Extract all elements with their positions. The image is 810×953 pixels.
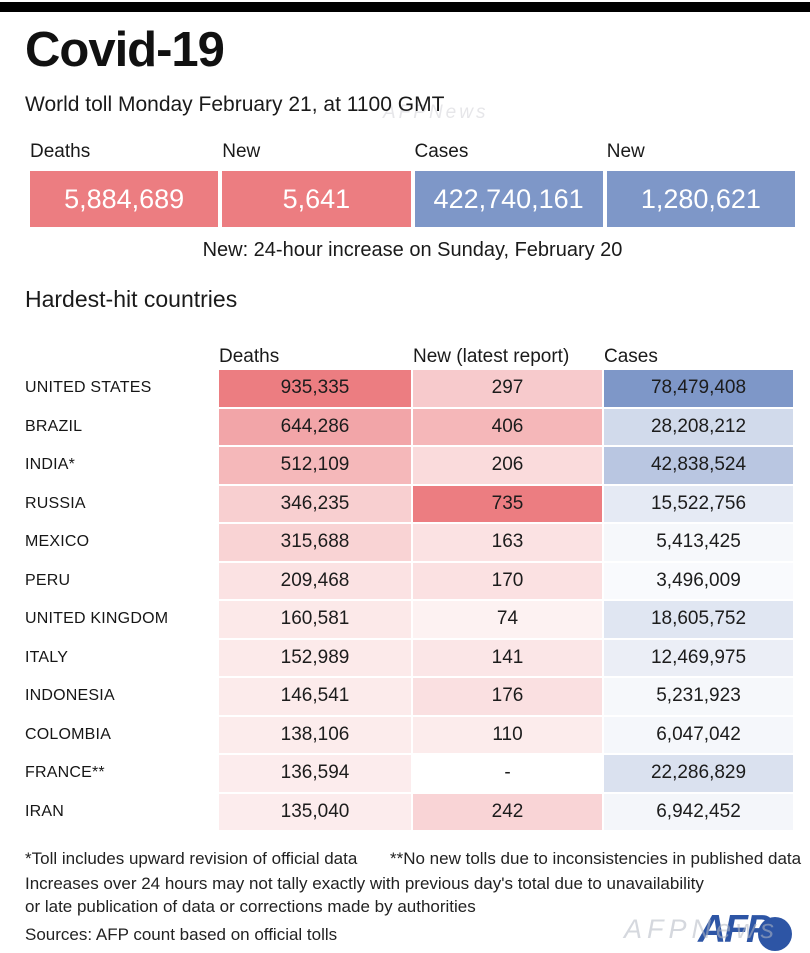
- country-name: FRANCE**: [25, 764, 105, 782]
- deaths-cell: 138,106: [219, 716, 411, 753]
- deaths-cell: 315,688: [219, 524, 411, 561]
- summary-label-new: New: [222, 141, 261, 162]
- summary-value-deaths: 5,884,689: [30, 171, 219, 227]
- summary-value-cases: 422,740,161: [414, 171, 603, 227]
- cases-cell: 78,479,408: [604, 370, 793, 407]
- cases-cell: 28,208,212: [604, 408, 793, 445]
- country-name: UNITED KINGDOM: [25, 610, 169, 628]
- summary-label-cases: Cases: [414, 141, 469, 162]
- country-name: RUSSIA: [25, 494, 86, 512]
- new-cell: 74: [413, 601, 602, 638]
- hardest-hit-table: Deaths New (latest report) Cases UNITED STA…: [25, 338, 793, 830]
- subtitle: World toll Monday February 21, at 1100 G…: [25, 93, 445, 116]
- watermark-text: AFPNews: [383, 102, 489, 123]
- deaths-cell: 136,594: [219, 755, 411, 792]
- cases-cell: 22,286,829: [604, 755, 793, 792]
- country-name: INDIA*: [25, 456, 76, 474]
- new-cell: 176: [413, 678, 602, 715]
- country-name: COLOMBIA: [25, 725, 112, 743]
- column-header: New (latest report): [413, 346, 570, 367]
- summary-values-bar: 5,884,689 5,641 422,740,161 1,280,621: [30, 171, 795, 227]
- deaths-cell: 346,235: [219, 485, 411, 522]
- new-cell: 242: [413, 793, 602, 830]
- new-cell: 735: [413, 485, 602, 522]
- deaths-cell: 644,286: [219, 408, 411, 445]
- sources-line: Sources: AFP count based on official tol…: [25, 925, 338, 944]
- section-title: Hardest-hit countries: [25, 286, 238, 312]
- top-black-bar: [0, 2, 810, 12]
- country-name: INDONESIA: [25, 687, 115, 705]
- new-cell: -: [413, 755, 602, 792]
- deaths-cell: 512,109: [219, 447, 411, 484]
- country-name: BRAZIL: [25, 417, 83, 435]
- new-cell: 297: [413, 370, 602, 407]
- summary-label-new: New: [606, 141, 645, 162]
- deaths-cell: 160,581: [219, 601, 411, 638]
- cases-cell: 15,522,756: [604, 485, 793, 522]
- cases-cell: 6,047,042: [604, 716, 793, 753]
- cases-cell: 6,942,452: [604, 793, 793, 830]
- country-name: MEXICO: [25, 533, 90, 551]
- table-corner: [25, 338, 217, 368]
- country-name: ITALY: [25, 648, 69, 666]
- country-name: UNITED STATES: [25, 379, 152, 397]
- new-cell: 406: [413, 408, 602, 445]
- cases-cell: 5,413,425: [604, 524, 793, 561]
- column-header: Deaths: [219, 346, 280, 367]
- summary-labels-row: Deaths New Cases New: [30, 141, 795, 163]
- cases-cell: 5,231,923: [604, 678, 793, 715]
- cases-cell: 42,838,524: [604, 447, 793, 484]
- disclaimer-line-2: or late publication of data or correctio…: [25, 897, 476, 916]
- watermark-text: AFPNews: [624, 914, 780, 944]
- new-cell: 163: [413, 524, 602, 561]
- country-name: PERU: [25, 571, 71, 589]
- new-cell: 141: [413, 639, 602, 676]
- summary-note: New: 24-hour increase on Sunday, Februar…: [202, 239, 623, 261]
- new-cell: 110: [413, 716, 602, 753]
- column-header: Cases: [604, 346, 658, 367]
- cases-cell: 3,496,009: [604, 562, 793, 599]
- new-cell: 206: [413, 447, 602, 484]
- footnote-asterisk: *Toll includes upward revision of offici…: [25, 849, 358, 868]
- summary-value-new: 1,280,621: [606, 171, 795, 227]
- footnote-double-asterisk: **No new tolls due to inconsistencies in…: [390, 849, 802, 868]
- country-name: IRAN: [25, 802, 65, 820]
- cases-cell: 12,469,975: [604, 639, 793, 676]
- deaths-cell: 209,468: [219, 562, 411, 599]
- summary-value-new: 5,641: [222, 171, 411, 227]
- cases-cell: 18,605,752: [604, 601, 793, 638]
- page-title: Covid-19: [25, 23, 225, 77]
- afp-logo: AFP: [698, 908, 772, 951]
- disclaimer-line-1: Increases over 24 hours may not tally ex…: [25, 874, 704, 893]
- new-cell: 170: [413, 562, 602, 599]
- summary-label-deaths: Deaths: [30, 141, 91, 162]
- deaths-cell: 935,335: [219, 370, 411, 407]
- afp-logo-circle-icon: [758, 917, 792, 951]
- deaths-cell: 135,040: [219, 793, 411, 830]
- deaths-cell: 152,989: [219, 639, 411, 676]
- deaths-cell: 146,541: [219, 678, 411, 715]
